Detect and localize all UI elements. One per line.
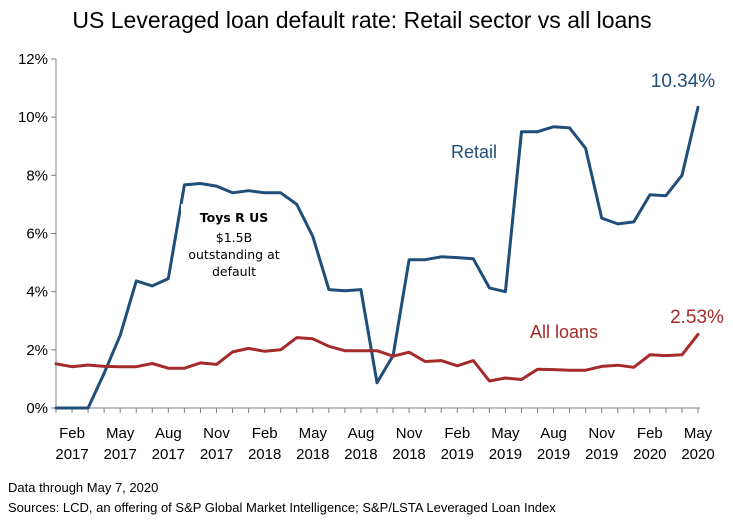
x-tick-label-month: May bbox=[491, 425, 520, 442]
x-tick-label-month: Feb bbox=[252, 425, 278, 442]
annotation-line: $1.5B bbox=[216, 230, 252, 245]
y-tick-label: 2% bbox=[26, 342, 48, 359]
x-tick-label-month: Nov bbox=[588, 425, 615, 442]
x-tick-label-year: 2017 bbox=[104, 446, 137, 463]
y-tick-label: 8% bbox=[26, 167, 48, 184]
y-tick-label: 4% bbox=[26, 284, 48, 301]
x-tick-label-month: May bbox=[106, 425, 135, 442]
toys-r-us-annotation: Toys R US $1.5B outstanding at default bbox=[181, 204, 287, 292]
x-tick-label-year: 2018 bbox=[344, 446, 377, 463]
series-layer bbox=[54, 105, 700, 410]
x-tick-label-year: 2019 bbox=[441, 446, 474, 463]
annotation-line: outstanding at bbox=[188, 247, 279, 262]
series-label-all-loans: All loans bbox=[530, 322, 598, 342]
annotation-title: Toys R US bbox=[200, 210, 269, 225]
x-tick-label-month: Feb bbox=[637, 425, 663, 442]
footer-data-through: Data through May 7, 2020 bbox=[8, 480, 159, 495]
x-tick-label-month: May bbox=[684, 425, 713, 442]
y-axis: 0% 2% 4% 6% 8% 10% 12% bbox=[18, 51, 57, 417]
x-tick-label-year: 2018 bbox=[392, 446, 425, 463]
chart-title: US Leveraged loan default rate: Retail s… bbox=[72, 7, 651, 33]
x-tick-label-year: 2017 bbox=[55, 446, 88, 463]
annotation-line: default bbox=[212, 264, 256, 279]
x-tick-label-year: 2019 bbox=[489, 446, 522, 463]
end-value-label-all-loans: 2.53% bbox=[670, 307, 724, 328]
x-tick-label-month: May bbox=[299, 425, 328, 442]
line-chart: US Leveraged loan default rate: Retail s… bbox=[18, 7, 724, 463]
end-value-label-retail: 10.34% bbox=[651, 71, 716, 92]
y-tick-label: 0% bbox=[26, 400, 48, 417]
x-tick-label-year: 2019 bbox=[585, 446, 618, 463]
x-tick-label-month: Nov bbox=[203, 425, 230, 442]
x-tick-label-year: 2020 bbox=[681, 446, 714, 463]
x-tick-label-month: Feb bbox=[444, 425, 470, 442]
x-tick-label-year: 2018 bbox=[296, 446, 329, 463]
x-tick-label-month: Aug bbox=[540, 425, 567, 442]
footer-sources: Sources: LCD, an offering of S&P Global … bbox=[8, 500, 556, 515]
x-tick-label-month: Feb bbox=[59, 425, 85, 442]
series-line-retail bbox=[54, 105, 700, 410]
series-line-all-loans bbox=[54, 332, 700, 383]
x-tick-label-year: 2017 bbox=[152, 446, 185, 463]
x-axis: Feb 2017 May 2017 Aug 2017 Nov 2017 Feb 2018 May 20… bbox=[55, 407, 715, 463]
y-tick-label: 6% bbox=[26, 226, 48, 243]
labels-layer: Retail All loans 10.34% 2.53% bbox=[451, 71, 724, 342]
annotation-background bbox=[181, 204, 287, 292]
x-tick-label-year: 2018 bbox=[248, 446, 281, 463]
x-tick-label-year: 2017 bbox=[200, 446, 233, 463]
y-tick-label: 10% bbox=[18, 109, 48, 126]
x-tick-label-month: Aug bbox=[155, 425, 182, 442]
y-tick-label: 12% bbox=[18, 51, 48, 68]
series-label-retail: Retail bbox=[451, 142, 497, 162]
x-tick-label-year: 2019 bbox=[537, 446, 570, 463]
x-tick-label-month: Nov bbox=[396, 425, 423, 442]
x-tick-label-month: Aug bbox=[348, 425, 375, 442]
x-tick-label-year: 2020 bbox=[633, 446, 666, 463]
